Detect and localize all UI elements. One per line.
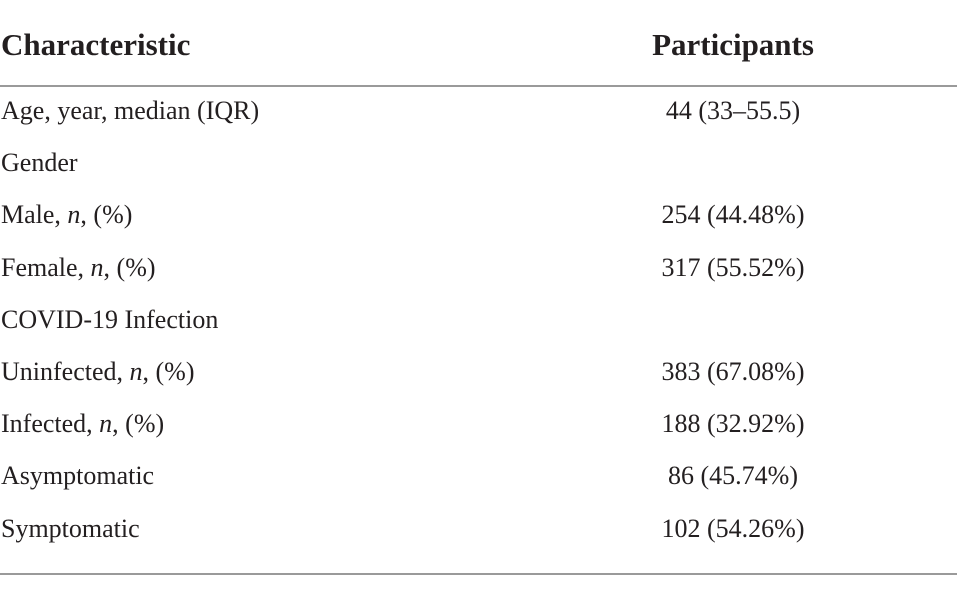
- bottom-rule: [0, 573, 957, 575]
- label-text: Male,: [1, 200, 68, 230]
- row-value: 86 (45.74%): [668, 461, 798, 491]
- label-text: , (%): [80, 200, 133, 230]
- label-text: n: [67, 200, 81, 230]
- label-text: Infected,: [1, 409, 100, 439]
- label-text: , (%): [103, 252, 156, 282]
- label-text: Asymptomatic: [1, 461, 155, 491]
- row-value: 102 (54.26%): [661, 513, 805, 543]
- label-text: n: [90, 252, 104, 282]
- row-value: 44 (33–55.5): [665, 96, 801, 125]
- label-text: Symptomatic: [1, 513, 140, 543]
- label-text: Female,: [1, 252, 91, 282]
- label-text: , (%): [142, 357, 195, 386]
- label-text: , (%): [112, 409, 165, 439]
- row-label: Symptomatic: [1, 509, 140, 549]
- row-label: Female, n, (%): [1, 248, 156, 288]
- row-label: Male, n, (%): [1, 195, 132, 235]
- row-value: 188 (32.92%): [661, 409, 805, 439]
- header-rule: [0, 85, 957, 87]
- label-text: Age, year, median (IQR): [1, 96, 260, 125]
- label-text: Gender: [1, 148, 78, 178]
- row-label: Uninfected, n, (%): [1, 352, 195, 392]
- row-value: 317 (55.52%): [661, 252, 805, 282]
- row-value: 254 (44.48%): [661, 200, 805, 230]
- column-header: Participants: [652, 27, 814, 62]
- row-label: Infected, n, (%): [1, 404, 164, 444]
- label-text: Uninfected,: [1, 357, 130, 386]
- row-label: Age, year, median (IQR): [1, 91, 259, 131]
- row-value: 383 (67.08%): [661, 357, 805, 386]
- row-label: Asymptomatic: [1, 456, 154, 496]
- label-text: n: [129, 357, 143, 386]
- column-header: Characteristic: [1, 27, 191, 62]
- row-label: COVID-19 Infection: [1, 300, 218, 340]
- label-text: n: [99, 409, 113, 439]
- row-label: Gender: [1, 143, 78, 183]
- label-text: COVID-19 Infection: [1, 304, 219, 334]
